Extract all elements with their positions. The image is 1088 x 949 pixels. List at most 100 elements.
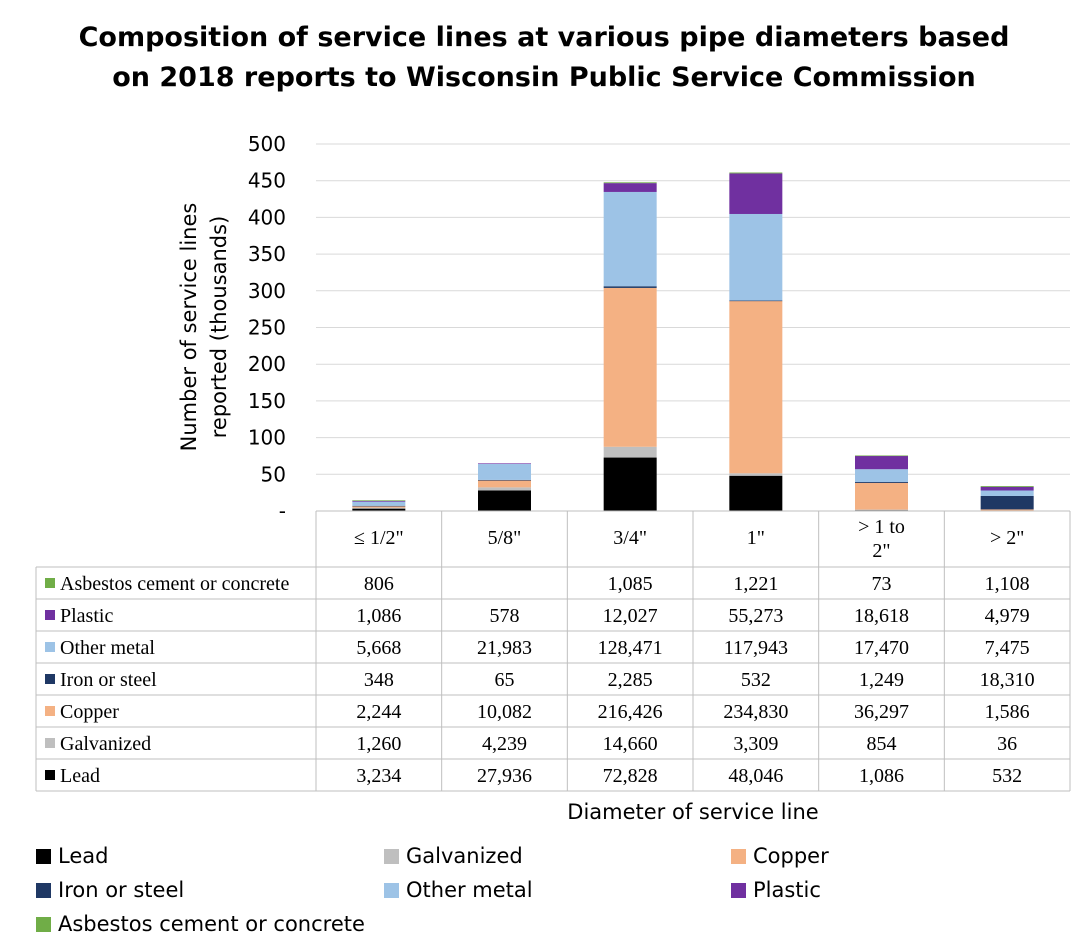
table-cell-value: 5,668 bbox=[356, 637, 401, 659]
bar-segment bbox=[352, 505, 406, 507]
table-cell-value: 55,273 bbox=[728, 605, 783, 627]
legend-swatch bbox=[731, 848, 746, 864]
bar-segment bbox=[855, 455, 908, 457]
table-cell-value: 73 bbox=[872, 573, 892, 595]
bar-segment bbox=[729, 300, 783, 474]
y-axis-title-line: Number of service lines bbox=[177, 203, 201, 452]
chart-title-line-2: on 2018 reports to Wisconsin Public Serv… bbox=[112, 62, 976, 93]
bar-segment bbox=[478, 479, 531, 488]
table-cell-value: 12,027 bbox=[603, 605, 658, 627]
y-tick-label: 100 bbox=[248, 426, 286, 450]
bar-segment bbox=[980, 486, 1034, 491]
table-cell-value: 1,586 bbox=[985, 701, 1030, 723]
table-cell-value: 2,244 bbox=[356, 701, 401, 723]
chart-title: Composition of service lines at various … bbox=[0, 18, 1088, 98]
bar-segment bbox=[603, 182, 657, 184]
chart-area: 500 450 400 350 300 250 200 150 100 50 - Number of … bbox=[35, 132, 1071, 824]
bar-segment bbox=[855, 482, 908, 483]
legend-swatch bbox=[384, 882, 399, 898]
table-row-label: Lead bbox=[60, 765, 100, 787]
table-cell-value: 1,260 bbox=[356, 733, 401, 755]
chart-legend: Lead Galvanized Copper Iron or steel Other m… bbox=[0, 840, 1088, 945]
legend-label: Plastic bbox=[753, 878, 821, 902]
bar-segment bbox=[352, 500, 406, 502]
table-legend-key bbox=[45, 770, 55, 780]
table-cell-value: 14,660 bbox=[603, 733, 658, 755]
bar-segment bbox=[729, 475, 783, 511]
bar-segment bbox=[980, 509, 1034, 511]
legend-swatch bbox=[731, 882, 746, 898]
table-cell-value: 1,221 bbox=[733, 573, 778, 595]
bar-segment bbox=[980, 490, 1034, 496]
table-cell-value: 2,285 bbox=[608, 669, 653, 691]
bar-segment bbox=[729, 173, 783, 214]
y-tick-label: - bbox=[279, 499, 286, 523]
table-cell-value: 1,085 bbox=[608, 573, 653, 595]
bar-segment bbox=[855, 455, 908, 470]
bar-segment bbox=[478, 490, 531, 511]
table-cell-value: 854 bbox=[867, 733, 897, 755]
y-axis-title: Number of service lines reported (thousan… bbox=[177, 203, 231, 452]
y-tick-label: 200 bbox=[248, 352, 286, 376]
bar-segment bbox=[603, 457, 657, 511]
bar-segment bbox=[478, 487, 531, 491]
y-tick-label: 300 bbox=[248, 279, 286, 303]
legend-item: Other metal bbox=[384, 878, 533, 902]
table-cell-value: 7,475 bbox=[985, 637, 1030, 659]
y-tick-label: 400 bbox=[248, 205, 286, 229]
table-row-label: Other metal bbox=[60, 637, 155, 659]
bar-segment bbox=[352, 501, 406, 506]
table-cell-value: 17,470 bbox=[854, 637, 909, 659]
legend-label: Iron or steel bbox=[58, 878, 185, 902]
y-tick-label: 450 bbox=[248, 169, 286, 193]
table-cell-value: 806 bbox=[364, 573, 394, 595]
legend-swatch bbox=[36, 882, 51, 898]
x-category-label: 1" bbox=[747, 527, 765, 549]
x-category-label: > 1 to bbox=[858, 516, 905, 538]
bar-segment bbox=[855, 482, 908, 510]
table-legend-key bbox=[45, 706, 55, 716]
legend-item: Asbestos cement or concrete bbox=[36, 912, 365, 936]
table-cell-value: 48,046 bbox=[728, 765, 783, 787]
bar-segment bbox=[478, 479, 531, 481]
bar-segment bbox=[603, 287, 657, 447]
bar-segment bbox=[352, 500, 406, 501]
table-legend-key bbox=[45, 674, 55, 684]
table-cell-value: 1,249 bbox=[859, 669, 904, 691]
table-row-label: Iron or steel bbox=[60, 669, 157, 691]
table-cell-value: 18,310 bbox=[980, 669, 1035, 691]
legend-item: Lead bbox=[36, 844, 108, 868]
bar-segment bbox=[729, 473, 783, 476]
bar-segment bbox=[478, 463, 531, 464]
table-cell-value: 348 bbox=[364, 669, 394, 691]
table-cell-value: 36,297 bbox=[854, 701, 909, 723]
table-cell-value: 578 bbox=[490, 605, 520, 627]
table-row-label: Plastic bbox=[60, 605, 113, 627]
legend-item: Galvanized bbox=[384, 844, 523, 868]
table-cell-value: 3,234 bbox=[356, 765, 401, 787]
legend-swatch bbox=[36, 848, 51, 864]
legend-label: Galvanized bbox=[406, 844, 523, 868]
legend-item: Copper bbox=[731, 844, 829, 868]
y-tick-label: 350 bbox=[248, 242, 286, 266]
table-cell-value: 234,830 bbox=[723, 701, 788, 723]
table-legend-key bbox=[45, 642, 55, 652]
bar-segment bbox=[603, 286, 657, 288]
bar-segment bbox=[980, 495, 1034, 510]
x-category-label: 5/8" bbox=[488, 527, 522, 549]
bar-segment bbox=[352, 508, 406, 511]
table-cell-value: 72,828 bbox=[603, 765, 658, 787]
x-category-label: 2" bbox=[872, 540, 890, 562]
legend-label: Copper bbox=[753, 844, 829, 868]
bar-segment bbox=[855, 509, 908, 511]
legend-swatch bbox=[384, 848, 399, 864]
table-cell-value: 117,943 bbox=[724, 637, 788, 659]
table-cell-value: 4,979 bbox=[985, 605, 1030, 627]
table-cell-value: 532 bbox=[741, 669, 771, 691]
bar-segment bbox=[352, 506, 406, 508]
bar-segment bbox=[352, 507, 406, 509]
bar-segment bbox=[980, 486, 1034, 487]
table-cell-value: 4,239 bbox=[482, 733, 527, 755]
table-cell-value: 3,309 bbox=[733, 733, 778, 755]
y-axis-title-line: reported (thousands) bbox=[207, 216, 231, 439]
